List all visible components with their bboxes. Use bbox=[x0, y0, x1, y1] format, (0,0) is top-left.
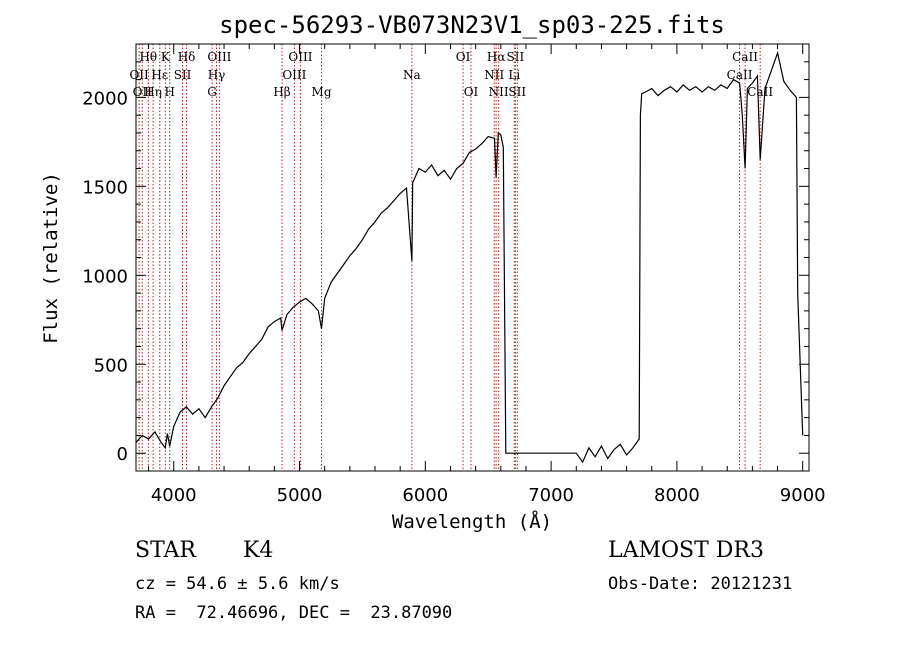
line-label-14: OIII bbox=[288, 50, 312, 64]
spectrum-chart: spec-56293-VB073N23V1_sp03-225.fits OII O… bbox=[40, 11, 826, 533]
line-label-17: OI bbox=[456, 50, 471, 64]
spectrum-line bbox=[135, 50, 804, 464]
line-label-0: OII bbox=[129, 68, 149, 82]
line-label-26: CaII bbox=[732, 50, 758, 64]
line-label-22: Li bbox=[508, 68, 520, 82]
coordinates: RA = 72.46696, DEC = 23.87090 bbox=[135, 603, 453, 623]
x-axis-ticks: 4000 5000 6000 7000 8000 9000 bbox=[148, 44, 826, 506]
line-label-4: Hε bbox=[151, 68, 168, 82]
line-label-23: SII bbox=[507, 50, 525, 64]
line-label-7: SII bbox=[174, 68, 192, 82]
y-tick-label-0: 0 bbox=[117, 444, 128, 465]
x-axis-label: Wavelength (Å) bbox=[392, 510, 552, 533]
y-tick-label-2: 1000 bbox=[82, 266, 128, 287]
y-tick-label-3: 1500 bbox=[82, 177, 128, 198]
x-tick-label-3: 7000 bbox=[528, 485, 574, 506]
object-class: STAR bbox=[135, 538, 196, 563]
line-label-15: Mg bbox=[312, 85, 332, 99]
y-tick-label-1: 500 bbox=[94, 355, 128, 376]
x-tick-label-2: 6000 bbox=[402, 485, 448, 506]
observation-date: Obs-Date: 20121231 bbox=[608, 574, 793, 594]
line-label-10: Hγ bbox=[208, 68, 226, 82]
line-label-12: Hβ bbox=[273, 85, 290, 99]
line-label-27: CaII bbox=[747, 85, 773, 99]
line-label-5: K bbox=[161, 50, 171, 64]
line-label-6: H bbox=[164, 85, 174, 99]
line-label-9: G bbox=[207, 85, 217, 99]
line-label-24: SII bbox=[508, 85, 526, 99]
line-label-25: CaII bbox=[727, 68, 753, 82]
line-label-2: Hθ bbox=[139, 50, 157, 64]
x-tick-label-5: 9000 bbox=[780, 485, 826, 506]
survey-name: LAMOST DR3 bbox=[608, 538, 764, 563]
line-label-8: Hδ bbox=[178, 50, 196, 64]
line-label-19: NII bbox=[484, 68, 504, 82]
line-label-21: NII bbox=[489, 85, 509, 99]
x-tick-label-0: 4000 bbox=[151, 485, 197, 506]
redshift-cz: cz = 54.6 ± 5.6 km/s bbox=[135, 574, 340, 594]
line-label-3: Hη bbox=[144, 85, 162, 99]
object-subclass: K4 bbox=[243, 538, 274, 563]
line-label-16: Na bbox=[403, 68, 421, 82]
plot-frame bbox=[135, 43, 810, 472]
line-label-18: OI bbox=[464, 85, 479, 99]
spectral-line-markers: OIIOIIHθHηHεKHSIIHδGHγOIIIHβOIIIOIIIMgNa… bbox=[129, 44, 773, 471]
y-axis-ticks: 0 500 1000 1500 2000 bbox=[82, 61, 809, 465]
x-tick-label-1: 5000 bbox=[277, 485, 323, 506]
line-label-1: OII bbox=[133, 85, 153, 99]
line-label-11: OIII bbox=[207, 50, 231, 64]
y-tick-label-4: 2000 bbox=[82, 88, 128, 109]
chart-title: spec-56293-VB073N23V1_sp03-225.fits bbox=[219, 11, 725, 39]
y-axis-label: Flux (relative) bbox=[40, 172, 62, 344]
x-tick-label-4: 8000 bbox=[654, 485, 700, 506]
line-label-13: OIII bbox=[282, 68, 306, 82]
line-label-20: Hα bbox=[487, 50, 506, 64]
